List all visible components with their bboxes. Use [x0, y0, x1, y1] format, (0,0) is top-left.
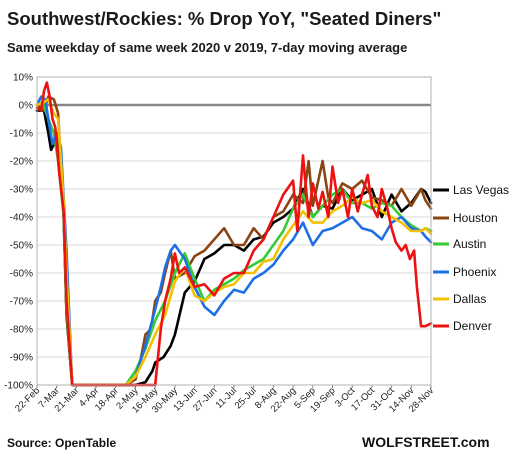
- legend-label: Austin: [453, 237, 486, 251]
- legend-label: Houston: [453, 211, 498, 225]
- y-tick-label: 0%: [19, 101, 34, 112]
- plot-frame: [36, 76, 432, 386]
- brand-label: WOLFSTREET.com: [362, 434, 490, 450]
- y-tick-label: -90%: [10, 353, 33, 364]
- source-label: Source: OpenTable: [7, 436, 116, 450]
- y-tick-label: -60%: [10, 269, 33, 280]
- legend-label: Dallas: [453, 292, 486, 306]
- y-tick-label: -100%: [4, 381, 33, 392]
- y-tick-label: -30%: [10, 185, 33, 196]
- series-line-3: [35, 95, 433, 387]
- legend-label: Las Vegas: [453, 183, 509, 197]
- series-line-1: [35, 95, 433, 387]
- series-line-4: [35, 98, 433, 387]
- x-axis-ticks: 22-Feb7-Mar21-Mar4-Apr18-Apr2-May16-May3…: [13, 385, 436, 416]
- x-tick-label: 25-Jul: [233, 385, 259, 411]
- chart-subtitle: Same weekday of same week 2020 v 2019, 7…: [7, 40, 407, 55]
- y-tick-label: -20%: [10, 157, 33, 168]
- y-tick-label: -10%: [10, 129, 33, 140]
- series-lines: [35, 81, 433, 387]
- legend: Las Vegas Houston Austin Phoenix Dallas Denve…: [433, 183, 509, 333]
- y-tick-label: -70%: [10, 297, 33, 308]
- chart-title: Southwest/Rockies: % Drop YoY, "Seated D…: [7, 8, 441, 29]
- y-tick-label: -40%: [10, 213, 33, 224]
- y-axis-ticks: 10% 0% -10% -20% -30% -40% -50% -60% -70% -80% -90…: [4, 73, 33, 392]
- y-tick-label: -80%: [10, 325, 33, 336]
- legend-label: Denver: [453, 319, 492, 333]
- y-tick-label: -50%: [10, 241, 33, 252]
- series-line-5: [35, 81, 433, 387]
- legend-label: Phoenix: [453, 265, 496, 279]
- series-line-0: [35, 109, 433, 387]
- y-tick-label: 10%: [13, 73, 33, 84]
